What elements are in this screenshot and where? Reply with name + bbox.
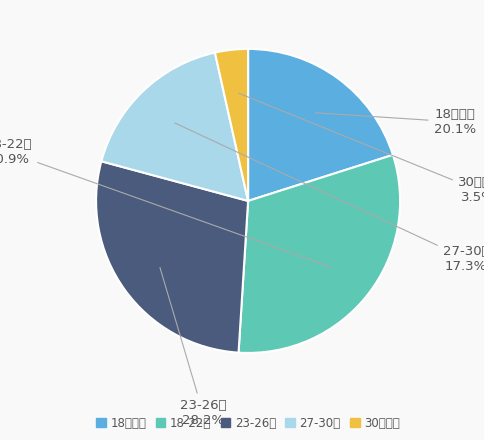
Text: 23-26岁
28.2%: 23-26岁 28.2% [160,268,226,426]
Text: 18-22岁
30.9%: 18-22岁 30.9% [0,138,331,268]
Text: 27-30岁
17.3%: 27-30岁 17.3% [175,123,484,273]
Wedge shape [238,155,399,353]
Wedge shape [248,49,392,201]
Wedge shape [214,49,248,201]
Text: 18岁以下
20.1%: 18岁以下 20.1% [315,108,475,136]
Wedge shape [101,52,248,201]
Legend: 18岁以下, 18-22岁, 23-26岁, 27-30岁, 30岁以上: 18岁以下, 18-22岁, 23-26岁, 27-30岁, 30岁以上 [91,412,404,434]
Wedge shape [96,161,248,352]
Text: 30岁以上
3.5%: 30岁以上 3.5% [238,93,484,204]
